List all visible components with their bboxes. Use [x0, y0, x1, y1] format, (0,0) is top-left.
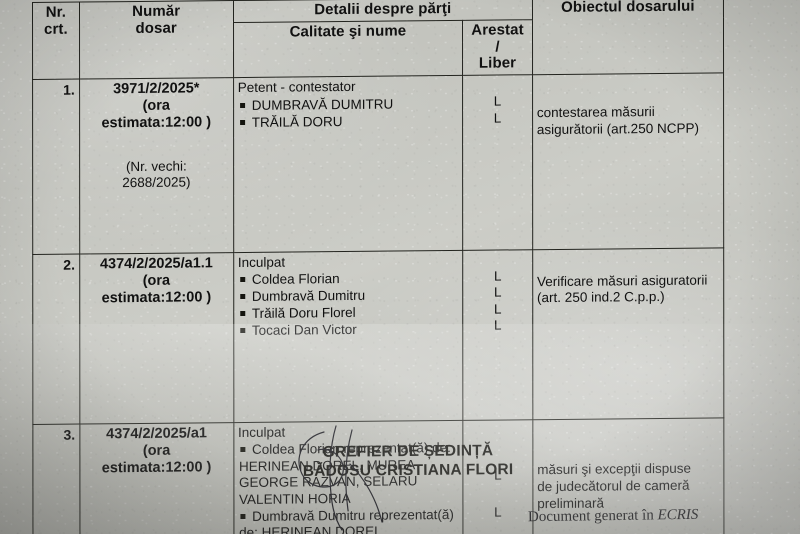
custody-status: L [493, 284, 502, 300]
party-list: DUMBRAVĂ DUMITRU TRĂILĂ DORU [238, 96, 459, 132]
case-hour-line2: estimata:12:00 ) [101, 114, 212, 132]
case-subject-line: contestarea măsurii [536, 104, 655, 121]
header-nr-crt-line2: crt. [44, 20, 68, 38]
case-subject-text: contestarea măsurii asigurătorii (art.25… [537, 104, 719, 140]
case-number: 4374/2/2025/a1 [106, 425, 207, 443]
case-subject-line: de judecătorul de cameră [537, 477, 690, 494]
list-item: Dumbravă Dumitru reprezentat(ă) de: HERI… [239, 506, 459, 534]
case-subject-line: (art. 250 ind.2 C.p.p.) [537, 289, 665, 306]
case-number: 4374/2/2025/a1.1 [99, 254, 213, 272]
header-numar-line2: dosar [135, 19, 177, 37]
clerk-name: BĂDOSU CRISTIANA FLORI [302, 460, 514, 480]
party-name: DUMBRAVĂ DUMITRU [251, 96, 394, 113]
party-name: Coldea Florian [251, 271, 340, 287]
square-bullet-icon [240, 447, 246, 453]
parties-cell: Petent - contestator DUMBRAVĂ DUMITRU TR… [233, 75, 463, 253]
case-hour-line1: (ora [142, 272, 171, 289]
party-name: Trăilă Doru Florel [251, 304, 356, 321]
header-obiectul-dosarului: Obiectul dosarului [532, 0, 724, 75]
list-item: DUMBRAVĂ DUMITRU [239, 96, 459, 114]
table-row: 1. 3971/2/2025* (ora estimata:12:00 ) (N… [32, 73, 724, 255]
header-arestat-line1: Arestat / [471, 21, 524, 56]
custody-status: L [493, 317, 502, 333]
header-numar-dosar: Număr dosar [79, 0, 234, 80]
case-hour-line1: (ora [142, 442, 171, 460]
square-bullet-icon [239, 294, 245, 300]
case-hour-line1: (ora [142, 97, 170, 115]
square-bullet-icon [239, 102, 245, 108]
custody-status: L [493, 93, 502, 109]
list-item: Coldea Florian [239, 270, 459, 288]
case-old-number-line1: (Nr. vechi: [125, 158, 187, 174]
party-role: Petent - contestator [237, 79, 356, 96]
row-spacer [238, 338, 459, 420]
case-number-cell: 3971/2/2025* (ora estimata:12:00 ) (Nr. … [79, 77, 234, 254]
party-representative: VALENTIN HORIA [239, 490, 351, 507]
custody-status: L [494, 504, 502, 520]
case-number: 3971/2/2025* [113, 80, 200, 98]
party-role: Inculpat [237, 254, 286, 270]
case-subject-line: asigurătorii (art.250 NCPP) [536, 120, 699, 138]
row-index: 1. [32, 79, 80, 255]
party-representative: de: HERINEAN DOREL [239, 523, 382, 534]
row-spacer [238, 130, 459, 250]
party-name: Tocaci Dan Victor [251, 321, 357, 338]
square-bullet-icon [239, 277, 245, 283]
party-role: Inculpat [237, 424, 286, 440]
table-row: 2. 4374/2/2025/a1.1 (ora estimata:12:00 … [32, 247, 724, 425]
case-subject-line: Verificare măsuri asiguratorii [537, 272, 708, 289]
case-hour-line2: estimata:12:00 ) [101, 459, 212, 477]
party-name: TRĂILĂ DORU [251, 113, 343, 130]
ecris-note-prefix: Document generat în [527, 507, 658, 526]
case-old-number: (Nr. vechi: 2688/2025) [84, 158, 229, 192]
party-name: Dumbravă Dumitru reprezentat(ă) [252, 506, 454, 524]
ecris-note: Document generat în ECRIS [528, 507, 699, 526]
case-subject-cell: Verificare măsuri asiguratorii (art. 250… [532, 247, 724, 420]
square-bullet-icon [239, 327, 245, 333]
custody-status-cell: L L [462, 74, 533, 250]
case-number-cell: 4374/2/2025/a1.1 (ora estimata:12:00 ) [79, 252, 234, 424]
case-subject-text: măsuri şi excepţii dispuse de judecătoru… [537, 460, 719, 512]
header-numar-line1: Număr [132, 2, 181, 21]
table-header: Nr. crt. Număr dosar Detalii despre părţ… [32, 0, 724, 80]
party-name: Dumbravă Dumitru [251, 287, 366, 304]
party-list: Coldea Florian Dumbravă Dumitru Trăilă D… [238, 270, 459, 339]
row-index: 2. [32, 253, 80, 425]
square-bullet-icon [239, 310, 245, 317]
parties-cell: Inculpat Coldea Florian Dumbravă Dumitru… [233, 249, 463, 423]
list-item: TRĂILĂ DORU [239, 113, 459, 131]
case-number-cell: 4374/2/2025/a1 (ora estimata:12:00 ) [79, 422, 234, 534]
list-item: Trăilă Doru Florel [239, 304, 459, 322]
square-bullet-icon [240, 513, 246, 519]
case-old-number-line2: 2688/2025) [122, 174, 191, 190]
header-arestat-line2: Liber [478, 54, 517, 73]
list-item: Tocaci Dan Victor [239, 321, 459, 339]
ecris-system-name: ECRIS [657, 506, 699, 524]
clerk-signature-block: GREFIER DE ȘEDINȚĂ BĂDOSU CRISTIANA FLOR… [258, 442, 558, 482]
case-subject-text: Verificare măsuri asiguratorii (art. 250… [537, 272, 719, 308]
custody-status: L [493, 110, 502, 126]
header-nr-crt: Nr. crt. [32, 2, 80, 80]
header-calitate-nume: Calitate şi nume [233, 20, 463, 78]
custody-status-cell: L L L L [462, 249, 533, 421]
header-nr-crt-line1: Nr. [45, 3, 67, 21]
square-bullet-icon [239, 119, 245, 125]
case-hour-line2: estimata:12:00 ) [101, 289, 212, 307]
custody-status: L [493, 301, 502, 317]
custody-status: L [493, 268, 502, 284]
case-subject-cell: contestarea măsurii asigurătorii (art.25… [532, 73, 724, 250]
list-item: Dumbravă Dumitru [239, 287, 459, 305]
row-index: 3. [32, 423, 80, 534]
case-subject-line: măsuri şi excepţii dispuse [537, 460, 692, 478]
header-arestat-liber: Arestat / Liber [462, 19, 533, 76]
